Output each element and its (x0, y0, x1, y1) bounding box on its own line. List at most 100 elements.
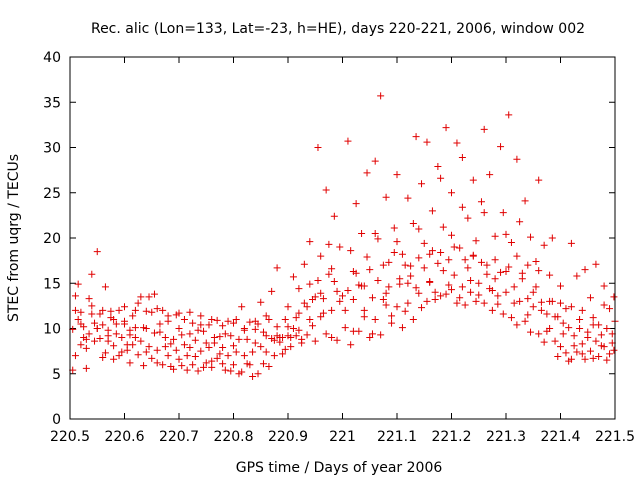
data-point (576, 315, 584, 323)
data-point (134, 299, 142, 307)
data-point (314, 277, 322, 285)
data-point (551, 337, 559, 345)
data-point (129, 341, 137, 349)
data-point (333, 287, 341, 295)
data-point (153, 346, 161, 354)
data-point (428, 207, 436, 215)
data-point (96, 334, 104, 342)
data-point (268, 287, 276, 295)
data-point (148, 354, 156, 362)
data-point (565, 324, 573, 332)
data-point (502, 267, 510, 275)
y-tick-label: 40 (43, 50, 61, 66)
data-point (344, 286, 352, 294)
data-point (606, 305, 614, 313)
data-point (306, 280, 314, 288)
data-point (445, 281, 453, 289)
data-point (407, 272, 415, 280)
data-point (407, 262, 415, 270)
x-tick-label: 220.5 (50, 429, 90, 445)
data-point (562, 349, 570, 357)
data-point (142, 307, 150, 315)
data-point (183, 352, 191, 360)
data-point (82, 344, 90, 352)
x-tick-label: 221.2 (431, 429, 471, 445)
data-point (448, 231, 455, 239)
data-point (483, 270, 491, 278)
data-point (450, 243, 458, 251)
data-point (412, 133, 420, 141)
data-point (426, 277, 434, 285)
data-point (600, 282, 608, 290)
data-point (415, 225, 423, 233)
data-point (224, 352, 232, 360)
data-point (603, 325, 611, 332)
data-point (246, 361, 254, 369)
data-point (379, 296, 387, 304)
data-point (537, 306, 545, 314)
data-point (121, 303, 128, 311)
data-point (461, 256, 469, 264)
data-point (99, 353, 107, 361)
data-point (576, 325, 584, 332)
data-point (546, 297, 554, 305)
data-point (317, 313, 325, 321)
data-point (448, 286, 455, 294)
data-point (284, 323, 292, 331)
data-point (140, 362, 148, 370)
data-point (393, 238, 401, 246)
data-point (210, 339, 218, 347)
data-point (418, 180, 426, 188)
data-point (121, 317, 128, 325)
data-point (284, 332, 292, 340)
data-point (578, 350, 586, 358)
data-point (137, 337, 145, 345)
data-point (251, 339, 259, 347)
plot-frame (69, 56, 616, 420)
data-point (178, 362, 186, 370)
data-point (230, 361, 237, 369)
data-point (96, 310, 104, 318)
data-point (243, 335, 251, 343)
data-point (570, 342, 578, 350)
data-point (516, 218, 524, 226)
data-point (377, 331, 385, 339)
data-point (328, 265, 336, 273)
data-point (415, 289, 423, 297)
data-point (371, 315, 379, 323)
data-point (521, 317, 529, 325)
data-point (311, 337, 319, 345)
data-points (69, 92, 619, 380)
data-point (273, 332, 281, 340)
data-point (434, 259, 442, 267)
data-point (232, 348, 240, 356)
data-point (458, 203, 466, 211)
data-point (349, 296, 357, 304)
data-point (586, 347, 594, 355)
data-point (477, 198, 485, 206)
data-point (581, 266, 589, 274)
data-point (208, 315, 216, 323)
data-point (467, 288, 475, 296)
x-tick-label: 221 (329, 429, 356, 445)
x-tick-label: 220.9 (268, 429, 308, 445)
data-point (251, 317, 259, 325)
data-point (371, 229, 379, 237)
data-point (390, 248, 398, 256)
data-point (91, 337, 99, 345)
data-point (270, 352, 278, 360)
data-point (532, 283, 540, 291)
data-point (467, 277, 475, 285)
data-point (385, 258, 393, 266)
data-point (322, 330, 330, 338)
data-point (292, 332, 300, 340)
x-tick-label: 220.8 (213, 429, 253, 445)
data-point (374, 277, 382, 285)
data-point (540, 338, 548, 346)
data-point (521, 197, 529, 205)
data-point (469, 176, 477, 184)
data-point (570, 332, 578, 340)
data-point (77, 341, 85, 349)
data-point (232, 315, 240, 323)
data-point (309, 322, 317, 330)
